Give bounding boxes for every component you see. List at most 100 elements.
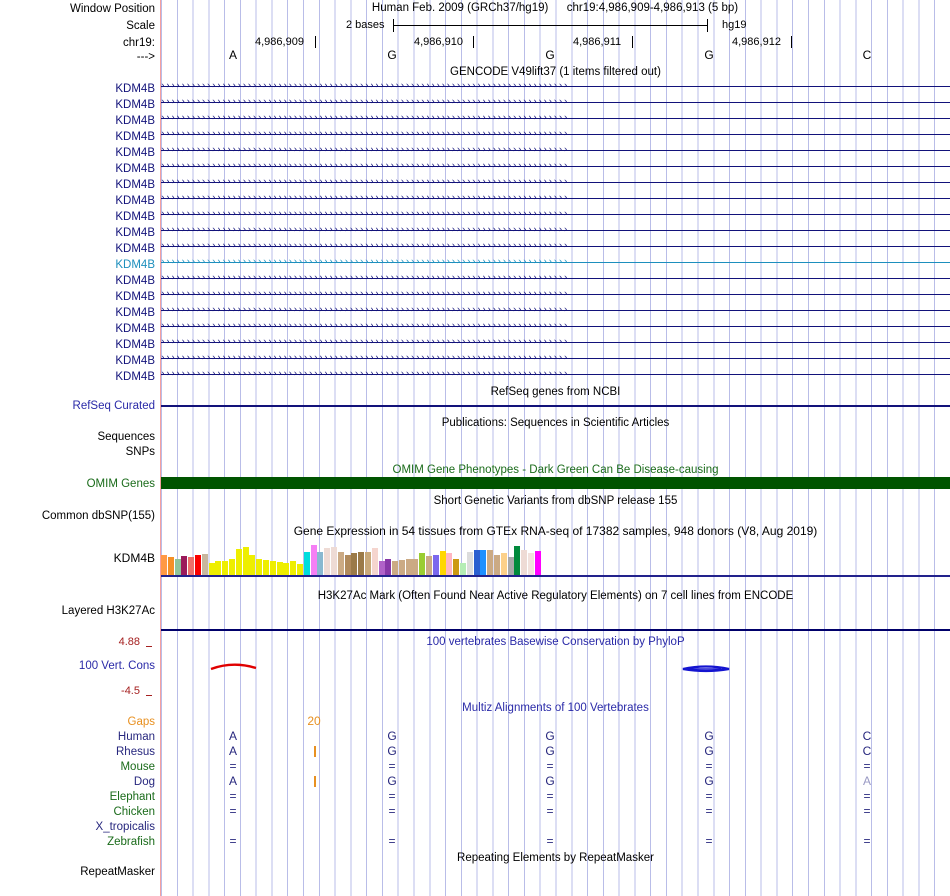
gtex-tissue-bar[interactable] [500, 553, 507, 575]
gtex-tissue-bar[interactable] [446, 553, 453, 575]
gtex-tissue-bar[interactable] [364, 552, 371, 575]
gtex-tissue-bar[interactable] [208, 563, 215, 575]
gtex-tissue-bar[interactable] [296, 563, 303, 575]
gtex-tissue-bar[interactable] [317, 551, 324, 575]
gtex-tissue-bar[interactable] [242, 546, 249, 575]
gencode-gene-label[interactable]: KDM4B [115, 147, 155, 159]
gtex-tissue-bar[interactable] [439, 551, 446, 575]
gtex-tissue-bar[interactable] [494, 554, 501, 575]
gtex-tissue-bar[interactable] [276, 561, 283, 575]
gencode-transcript-row[interactable]: ››››››››››››››››››››››››››››››››››››››››… [161, 322, 950, 331]
gencode-gene-label[interactable]: KDM4B [115, 275, 155, 287]
gtex-tissue-bar[interactable] [324, 547, 331, 575]
gtex-tissue-bar[interactable] [194, 554, 201, 575]
gtex-tissue-bar[interactable] [385, 559, 392, 575]
gencode-transcript-row[interactable]: ››››››››››››››››››››››››››››››››››››››››… [161, 162, 950, 171]
gtex-tissue-bar[interactable] [249, 555, 256, 575]
gencode-transcript-row[interactable]: ››››››››››››››››››››››››››››››››››››››››… [161, 338, 950, 347]
gtex-tissue-bar[interactable] [303, 552, 310, 575]
gtex-tissue-bar[interactable] [161, 555, 167, 575]
gtex-tissue-bar[interactable] [181, 555, 188, 575]
gencode-transcript-row[interactable]: ››››››››››››››››››››››››››››››››››››››››… [161, 274, 950, 283]
gtex-tissue-bar[interactable] [507, 556, 514, 575]
gencode-gene-label[interactable]: KDM4B [115, 291, 155, 303]
gtex-tissue-bar[interactable] [344, 555, 351, 575]
multiz-species-label-rhesus[interactable]: Rhesus [116, 746, 155, 758]
gtex-tissue-bar[interactable] [378, 561, 385, 575]
gtex-tissue-bar[interactable] [330, 547, 337, 575]
multiz-species-label-human[interactable]: Human [117, 731, 155, 743]
gencode-gene-label[interactable]: KDM4B [115, 195, 155, 207]
gtex-tissue-bar[interactable] [310, 544, 317, 575]
gencode-transcript-row[interactable]: ››››››››››››››››››››››››››››››››››››››››… [161, 146, 950, 155]
gtex-tissue-bar[interactable] [337, 552, 344, 575]
gtex-tissue-bar[interactable] [405, 559, 412, 575]
gtex-tissue-bar[interactable] [460, 562, 467, 575]
gtex-tissue-bar[interactable] [426, 555, 433, 575]
multiz-species-label-x_tropicalis[interactable]: X_tropicalis [95, 821, 155, 833]
gencode-transcript-row[interactable]: ››››››››››››››››››››››››››››››››››››››››… [161, 210, 950, 219]
gencode-transcript-row[interactable]: ››››››››››››››››››››››››››››››››››››››››… [161, 178, 950, 187]
gtex-tissue-bar[interactable] [228, 559, 235, 575]
gtex-tissue-bar[interactable] [534, 550, 541, 575]
gencode-transcript-row[interactable]: ››››››››››››››››››››››››››››››››››››››››… [161, 82, 950, 91]
multiz-species-label-dog[interactable]: Dog [133, 776, 155, 788]
gencode-gene-label[interactable]: KDM4B [115, 339, 155, 351]
gtex-tissue-bar[interactable] [167, 556, 174, 575]
gtex-tissue-bar[interactable] [432, 555, 439, 575]
gtex-tissue-bar[interactable] [262, 560, 269, 575]
gencode-transcript-row[interactable]: ››››››››››››››››››››››››››››››››››››››››… [161, 242, 950, 251]
gencode-transcript-row[interactable]: ››››››››››››››››››››››››››››››››››››››››… [161, 354, 950, 363]
gencode-gene-label[interactable]: KDM4B [115, 163, 155, 175]
multiz-species-label-elephant[interactable]: Elephant [109, 791, 155, 803]
gtex-tissue-bar[interactable] [521, 550, 528, 575]
gencode-transcript-row[interactable]: ››››››››››››››››››››››››››››››››››››››››… [161, 258, 950, 267]
gtex-tissue-bar[interactable] [453, 559, 460, 575]
gtex-tissue-bar[interactable] [269, 560, 276, 575]
gtex-tissue-bar[interactable] [419, 553, 426, 575]
gtex-tissue-bar[interactable] [235, 548, 242, 575]
gencode-gene-label[interactable]: KDM4B [115, 115, 155, 127]
gtex-tissue-bar[interactable] [412, 558, 419, 575]
gencode-gene-label[interactable]: KDM4B [115, 323, 155, 335]
gencode-gene-label[interactable]: KDM4B [115, 371, 155, 383]
gtex-tissue-bar[interactable] [514, 545, 521, 575]
gtex-tissue-bar[interactable] [528, 552, 535, 575]
gtex-tissue-bar[interactable] [398, 559, 405, 575]
gtex-tissue-bar[interactable] [290, 560, 297, 575]
gtex-tissue-bar[interactable] [222, 561, 229, 575]
gencode-transcript-row[interactable]: ››››››››››››››››››››››››››››››››››››››››… [161, 114, 950, 123]
gtex-tissue-bar[interactable] [358, 552, 365, 575]
gencode-transcript-row[interactable]: ››››››››››››››››››››››››››››››››››››››››… [161, 98, 950, 107]
gtex-tissue-bar[interactable] [174, 558, 181, 575]
gencode-gene-label[interactable]: KDM4B [115, 307, 155, 319]
gencode-gene-label[interactable]: KDM4B [115, 243, 155, 255]
gencode-gene-label[interactable]: KDM4B [115, 83, 155, 95]
gtex-tissue-bar[interactable] [215, 560, 222, 575]
gencode-transcript-row[interactable]: ››››››››››››››››››››››››››››››››››››››››… [161, 226, 950, 235]
gtex-tissue-bar[interactable] [188, 557, 195, 575]
gencode-transcript-row[interactable]: ››››››››››››››››››››››››››››››››››››››››… [161, 194, 950, 203]
multiz-species-label-chicken[interactable]: Chicken [113, 806, 155, 818]
gtex-tissue-bar[interactable] [256, 559, 263, 575]
gtex-tissue-bar[interactable] [392, 561, 399, 575]
gtex-tissue-bar[interactable] [371, 548, 378, 575]
gtex-tissue-bar[interactable] [201, 554, 208, 575]
gtex-tissue-bar[interactable] [473, 549, 480, 575]
multiz-species-label-mouse[interactable]: Mouse [120, 761, 155, 773]
gtex-expression-barchart[interactable] [161, 541, 950, 575]
gencode-transcript-row[interactable]: ››››››››››››››››››››››››››››››››››››››››… [161, 290, 950, 299]
phylop-conservation-plot[interactable] [161, 635, 950, 700]
gencode-gene-label[interactable]: KDM4B [115, 179, 155, 191]
gencode-gene-label[interactable]: KDM4B [115, 355, 155, 367]
gencode-gene-label[interactable]: KDM4B [115, 211, 155, 223]
gtex-tissue-bar[interactable] [283, 563, 290, 575]
gtex-tissue-bar[interactable] [351, 552, 358, 575]
gencode-transcript-row[interactable]: ››››››››››››››››››››››››››››››››››››››››… [161, 370, 950, 379]
gencode-gene-label[interactable]: KDM4B [115, 227, 155, 239]
gencode-gene-label[interactable]: KDM4B [115, 131, 155, 143]
gencode-transcript-row[interactable]: ››››››››››››››››››››››››››››››››››››››››… [161, 306, 950, 315]
gencode-gene-label[interactable]: KDM4B [115, 259, 155, 271]
gencode-transcript-row[interactable]: ››››››››››››››››››››››››››››››››››››››››… [161, 130, 950, 139]
omim-gene-feature-bar[interactable] [161, 477, 950, 489]
